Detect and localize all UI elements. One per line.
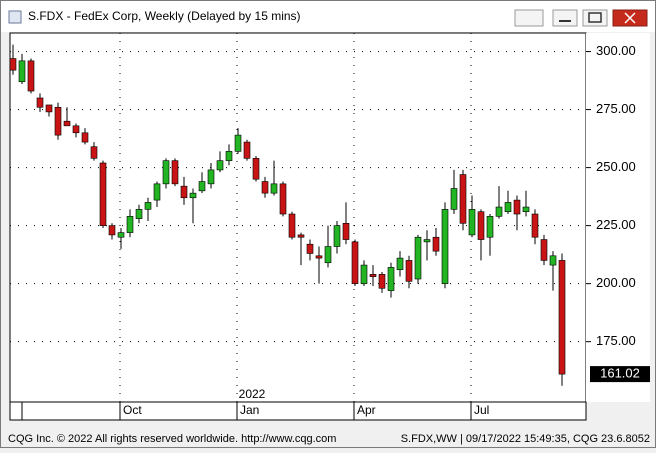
candle-body [522,206,530,212]
candle-body [153,183,161,201]
candle-body [297,234,305,238]
candle-body [279,183,287,215]
candle-body [342,223,350,240]
footer-left: CQG Inc. © 2022 All rights reserved worl… [8,433,336,445]
candle-body [288,213,296,238]
candle-body [306,243,314,254]
candle-body [99,162,107,226]
last-price-label: 161.02 [600,366,640,381]
candle-body [81,132,89,143]
candle-body [45,104,53,113]
candle-body [477,211,485,240]
y-tick-label: 175.00 [596,333,636,348]
candle-body [252,158,260,180]
candle-body [72,125,80,134]
app-icon [8,10,22,24]
candle-body [423,239,431,243]
candle-body [558,260,566,375]
candle-body [549,255,557,266]
candle-body [243,141,251,159]
candle-body [450,188,458,210]
link-button[interactable] [514,9,544,27]
candle-body [459,174,467,224]
candle-body [171,160,179,185]
y-tick-label: 250.00 [596,159,636,174]
candle-body [216,160,224,171]
x-tick-label: Oct [123,403,142,417]
candle-body [225,151,233,161]
candle-body [207,169,215,185]
candle-body [540,239,548,261]
y-tick-label: 200.00 [596,275,636,290]
candle-body [117,232,125,238]
candle-body [333,225,341,247]
y-tick-label: 300.00 [596,43,636,58]
candle-body [234,134,242,152]
y-tick-label: 275.00 [596,101,636,116]
candle-body [495,206,503,217]
candle-body [108,225,116,236]
candle-body [396,257,404,271]
x-tick-label: Apr [357,403,376,417]
candle-body [180,185,188,199]
candle-body [198,181,206,192]
maximize-icon [588,12,602,23]
candle-body [90,146,98,159]
title-bar [1,1,655,32]
candle-body [351,241,359,284]
candle-body [9,58,17,71]
candle-body [486,216,494,238]
candle-body [432,236,440,252]
x-tick-label: Jul [474,403,489,417]
minimize-button[interactable] [552,9,578,27]
candle-body [270,183,278,194]
candle-body [162,160,170,185]
candle-body [324,246,332,264]
candle-body [405,260,413,282]
candle-body [369,274,377,277]
close-icon [624,12,636,24]
candle-body [126,216,134,233]
price-axis [586,33,650,402]
candle-body [468,209,476,236]
last-price-box [590,366,650,383]
time-axis [9,401,587,421]
footer-right: S.FDX,WW | 09/17/2022 15:49:35, CQG 23.6… [401,433,650,445]
candle-body [387,267,395,291]
candle-body [378,274,386,289]
candle-body [54,106,62,136]
candle-body [261,181,269,194]
candle-body [360,264,368,284]
candle-body [18,60,26,83]
candle-body [441,209,449,284]
window-title: S.FDX - FedEx Corp, Weekly (Delayed by 1… [28,9,301,23]
candle-body [135,209,143,219]
x-tick-label: Jan [240,403,259,417]
candle-body [315,255,323,259]
candle-body [513,199,521,215]
candle-body [36,97,44,108]
candle-body [144,202,152,210]
candle-body [531,213,539,238]
time-axis-corner [9,401,23,421]
plot-area [9,32,587,403]
year-label: 2022 [239,387,266,401]
candle-body [27,60,35,92]
candle-body [414,236,422,280]
y-tick-label: 225.00 [596,217,636,232]
candle-body [63,120,71,127]
candle-body [189,192,197,199]
candle-body [504,202,512,212]
